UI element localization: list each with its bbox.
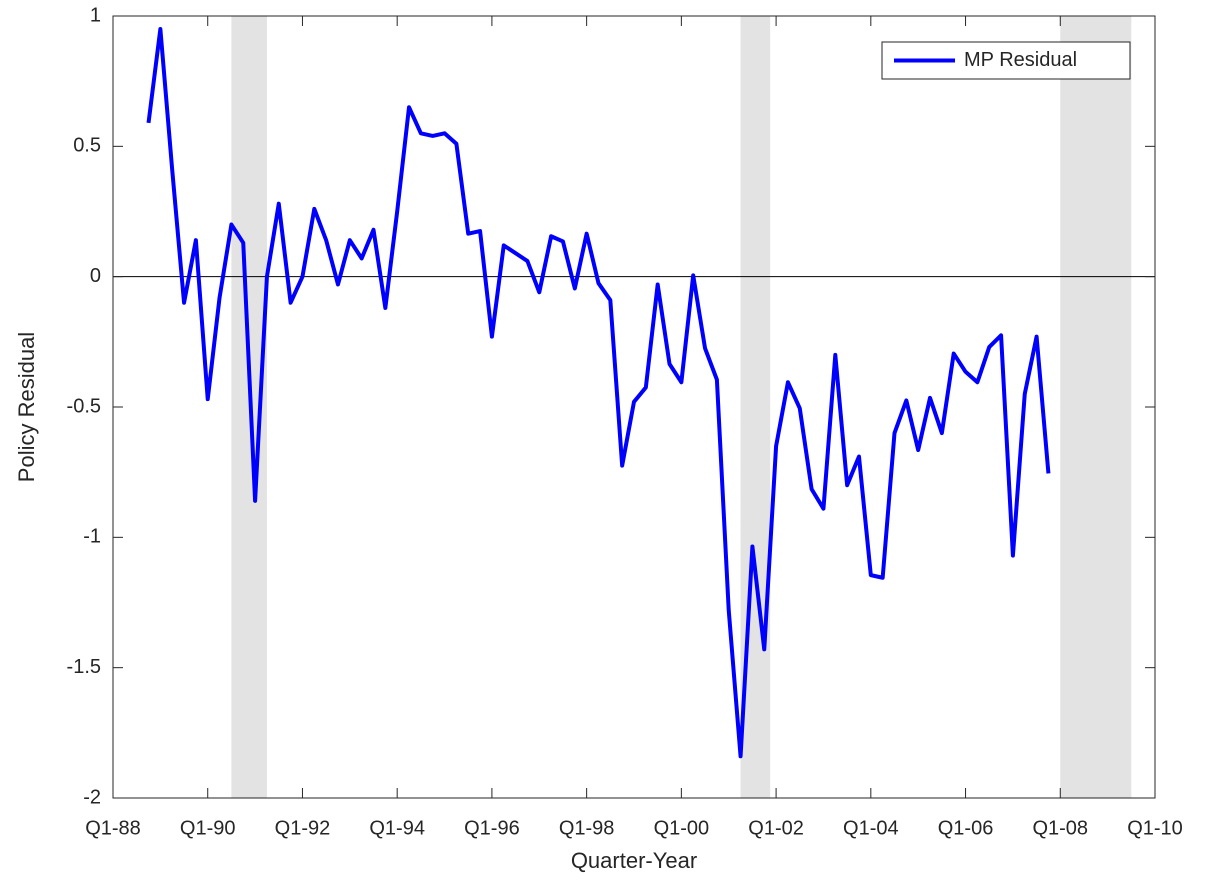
y-tick-label: -0.5 bbox=[67, 395, 101, 417]
shade-layer bbox=[231, 16, 1132, 798]
y-tick-label: 0 bbox=[90, 265, 101, 287]
y-tick-label: 0.5 bbox=[73, 135, 101, 157]
x-tick-label: Q1-02 bbox=[748, 817, 804, 839]
x-tick-label: Q1-94 bbox=[369, 817, 425, 839]
x-tick-label: Q1-06 bbox=[938, 817, 994, 839]
x-tick-label: Q1-88 bbox=[85, 817, 141, 839]
axes-box bbox=[112, 15, 1156, 799]
x-tick-label: Q1-08 bbox=[1032, 817, 1088, 839]
y-tick-label: -1 bbox=[83, 526, 101, 548]
x-tick-label: Q1-90 bbox=[180, 817, 236, 839]
x-tick-label: Q1-10 bbox=[1127, 817, 1183, 839]
legend-label: MP Residual bbox=[964, 49, 1077, 71]
x-tick-label: Q1-92 bbox=[275, 817, 331, 839]
shaded-region bbox=[1060, 16, 1132, 798]
y-axis-label: Policy Residual bbox=[14, 332, 39, 482]
plot-layer bbox=[112, 15, 1156, 799]
y-tick-label: -1.5 bbox=[67, 656, 101, 678]
y-tick-label: 1 bbox=[90, 4, 101, 26]
x-tick-label: Q1-96 bbox=[464, 817, 520, 839]
x-axis-label: Quarter-Year bbox=[571, 848, 697, 873]
x-tick-label: Q1-04 bbox=[843, 817, 899, 839]
series-line bbox=[146, 27, 1051, 759]
y-tick-label: -2 bbox=[83, 786, 101, 808]
x-tick-label: Q1-00 bbox=[654, 817, 710, 839]
x-tick-label: Q1-98 bbox=[559, 817, 615, 839]
